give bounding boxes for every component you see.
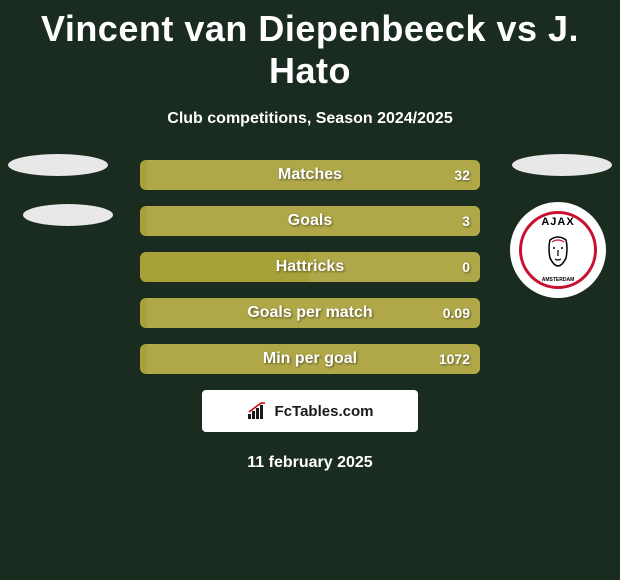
subtitle: Club competitions, Season 2024/2025: [0, 110, 620, 128]
page-title: Vincent van Diepenbeeck vs J. Hato: [0, 0, 620, 92]
bar-value-right: 3: [462, 206, 470, 236]
date-text: 11 february 2025: [0, 454, 620, 472]
bar-row: Hattricks0: [140, 252, 480, 282]
ajax-badge-label: AJAX: [522, 216, 594, 228]
bar-row: Matches32: [140, 160, 480, 190]
comparison-chart: AJAX AMSTERDAM Matches32Goals3Hattricks0…: [0, 160, 620, 374]
bar-label: Hattricks: [140, 252, 480, 282]
bar-label: Goals per match: [140, 298, 480, 328]
bar-value-right: 0.09: [443, 298, 470, 328]
ajax-badge-sublabel: AMSTERDAM: [522, 277, 594, 283]
bar-label: Goals: [140, 206, 480, 236]
bar-row: Goals per match0.09: [140, 298, 480, 328]
brand-text: FcTables.com: [275, 403, 374, 420]
left-player-badge: [8, 154, 108, 254]
placeholder-oval-icon: [512, 154, 612, 176]
ajax-face-icon: [538, 232, 578, 272]
bar-label: Min per goal: [140, 344, 480, 374]
bar-chart-icon: [247, 402, 269, 420]
bar-list: Matches32 Goals3 Hattricks0 Goals per match…: [140, 160, 480, 374]
placeholder-oval-icon: [23, 204, 113, 226]
bar-value-right: 0: [462, 252, 470, 282]
bar-row: Goals3: [140, 206, 480, 236]
bar-row: Min per goal1072: [140, 344, 480, 374]
bar-label: Matches: [140, 160, 480, 190]
ajax-club-badge: AJAX AMSTERDAM: [510, 202, 606, 298]
placeholder-oval-icon: [8, 154, 108, 176]
right-player-badge: AJAX AMSTERDAM: [512, 154, 612, 254]
bar-value-right: 32: [454, 160, 470, 190]
bar-value-right: 1072: [439, 344, 470, 374]
brand-badge: FcTables.com: [202, 390, 418, 432]
